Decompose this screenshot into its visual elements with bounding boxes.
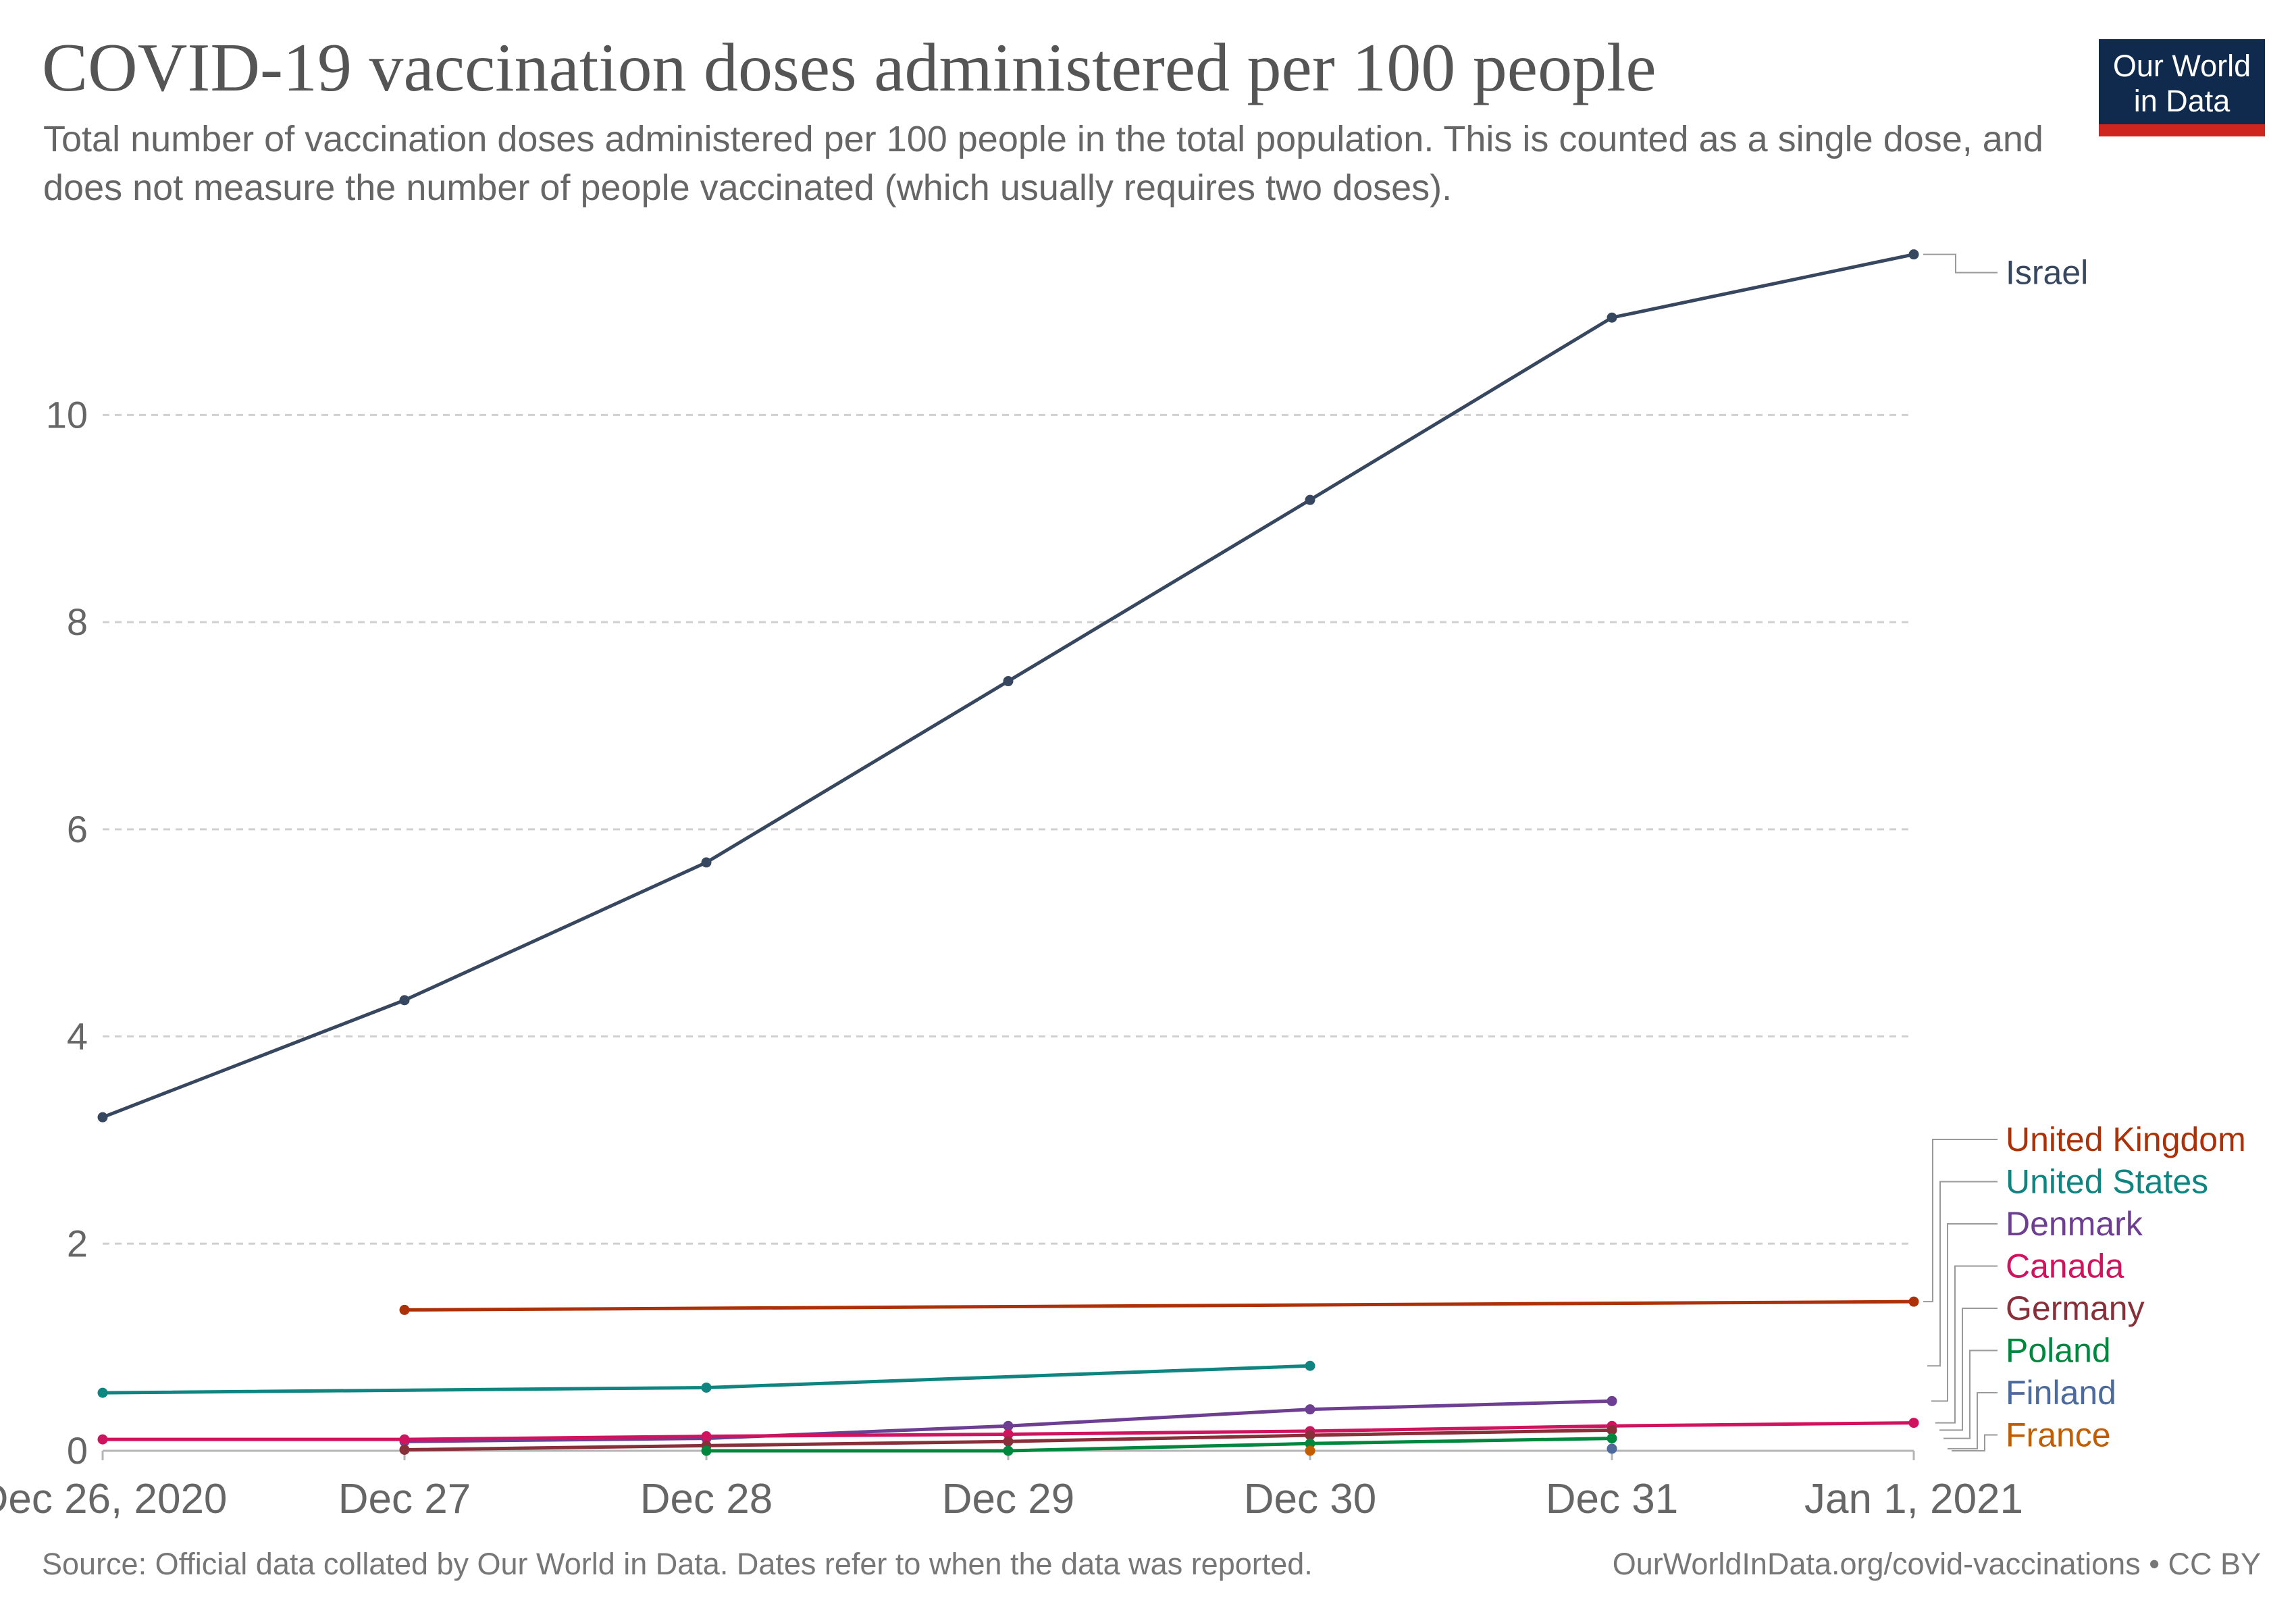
- logo-line-1: Our World: [2112, 49, 2251, 83]
- data-point: [399, 1434, 410, 1445]
- data-point: [701, 1445, 712, 1456]
- data-point: [1607, 312, 1617, 323]
- y-tick-label: 4: [67, 1015, 88, 1058]
- data-point: [1003, 676, 1014, 687]
- label-connector: [1923, 253, 1998, 274]
- source-note: Source: Official data collated by Our Wo…: [42, 1547, 1313, 1581]
- chart-title: COVID-19 vaccination doses administered …: [42, 30, 1656, 106]
- data-point: [1003, 1436, 1014, 1447]
- series-label: United States: [2006, 1163, 2208, 1201]
- data-point: [701, 1431, 712, 1442]
- label-connector: [1939, 1308, 1998, 1431]
- footer-link[interactable]: OurWorldInData.org/covid-vaccinations • …: [1612, 1547, 2261, 1581]
- data-point: [399, 1304, 410, 1315]
- series-israel: [97, 249, 1919, 1123]
- data-point: [1305, 1404, 1315, 1415]
- label-connector: [1931, 1223, 1998, 1402]
- owid-logo[interactable]: Our World in Data: [2099, 39, 2265, 136]
- label-connector: [1927, 1181, 1998, 1367]
- x-tick-label: Dec 29: [942, 1476, 1074, 1522]
- y-tick-label: 0: [67, 1429, 88, 1472]
- x-tick-label: Dec 30: [1244, 1476, 1376, 1522]
- series-line: [706, 1437, 1613, 1453]
- series-poland: [701, 1433, 1617, 1456]
- data-point: [97, 1387, 108, 1398]
- x-tick-label: Dec 26, 2020: [0, 1476, 227, 1522]
- series-finland: [1607, 1443, 1617, 1454]
- series-label: France: [2006, 1416, 2111, 1454]
- series-label: Germany: [2006, 1289, 2145, 1327]
- label-connector: [1948, 1392, 1998, 1449]
- data-point: [1607, 1433, 1617, 1444]
- y-tick-label: 8: [67, 600, 88, 643]
- data-point: [1607, 1443, 1617, 1454]
- x-tick-label: Dec 31: [1546, 1476, 1678, 1522]
- data-point: [1607, 1424, 1617, 1435]
- series-label: United Kingdom: [2006, 1121, 2246, 1158]
- series-united-states: [97, 1360, 1315, 1398]
- series-label: Denmark: [2006, 1205, 2143, 1243]
- x-tick-label: Dec 27: [338, 1476, 471, 1522]
- data-point: [97, 1112, 108, 1123]
- data-point: [701, 1382, 712, 1393]
- data-point: [1305, 1360, 1315, 1371]
- series-germany: [399, 1424, 1617, 1455]
- data-point: [399, 995, 410, 1006]
- x-tick-label: Dec 28: [640, 1476, 773, 1522]
- chart-subtitle: Total number of vaccination doses admini…: [43, 119, 2043, 208]
- data-point: [97, 1434, 108, 1445]
- data-point: [1003, 1420, 1014, 1431]
- label-connector: [1935, 1265, 1998, 1424]
- label-connector: [1923, 1139, 1998, 1303]
- data-point: [1908, 249, 1919, 260]
- data-point: [1305, 494, 1315, 505]
- series-line: [404, 1300, 1914, 1312]
- data-point: [1003, 1429, 1014, 1439]
- x-tick-label: Jan 1, 2021: [1804, 1476, 2023, 1522]
- label-connector: [1952, 1434, 1998, 1451]
- label-connector: [1943, 1349, 1998, 1439]
- series-label: Canada: [2006, 1247, 2124, 1285]
- data-point: [1908, 1418, 1919, 1429]
- series-label: Israel: [2006, 254, 2088, 292]
- y-tick-label: 10: [46, 393, 88, 436]
- logo-line-2: in Data: [2133, 84, 2230, 118]
- series-united-kingdom: [399, 1296, 1919, 1315]
- y-tick-label: 2: [67, 1222, 88, 1264]
- data-point: [1305, 1438, 1315, 1449]
- series-label: Finland: [2006, 1374, 2116, 1412]
- y-tick-label: 6: [67, 808, 88, 850]
- data-point: [1305, 1430, 1315, 1441]
- series-france: [1305, 1445, 1315, 1456]
- data-point: [1003, 1445, 1014, 1456]
- data-point: [1607, 1395, 1617, 1406]
- data-point: [1908, 1296, 1919, 1307]
- data-point: [701, 857, 712, 868]
- data-point: [399, 1444, 410, 1455]
- series-label: Poland: [2006, 1332, 2111, 1370]
- data-point: [1305, 1445, 1315, 1456]
